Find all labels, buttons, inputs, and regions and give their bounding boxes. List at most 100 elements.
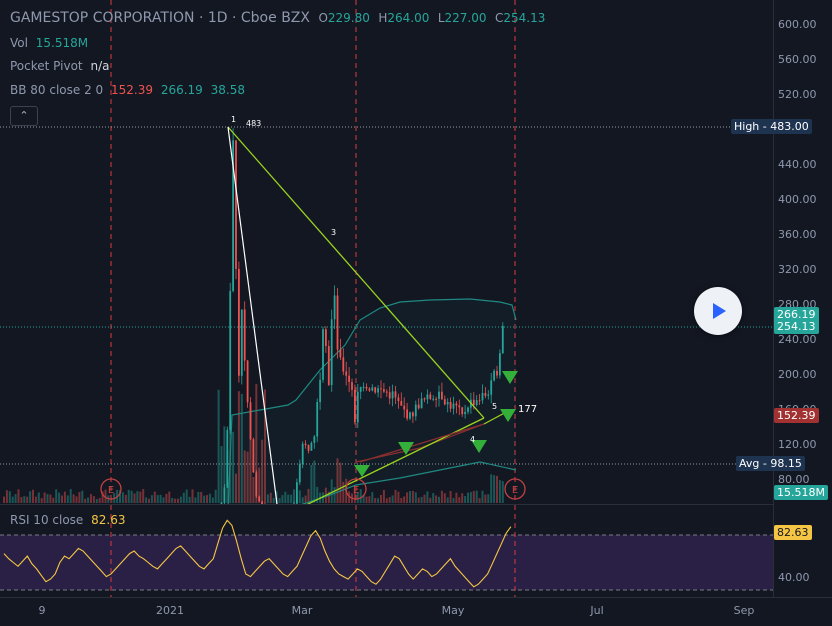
volume-bar xyxy=(5,490,8,503)
candle-body xyxy=(368,388,371,391)
volume-bar xyxy=(406,492,409,503)
candle-body xyxy=(240,309,243,376)
volume-bar xyxy=(14,494,17,503)
volume-bar xyxy=(339,462,342,503)
candle-body xyxy=(417,404,420,409)
volume-bar xyxy=(150,495,153,503)
ohlc-high-key: H xyxy=(378,11,388,25)
volume-bar xyxy=(165,493,168,503)
volume-bar xyxy=(455,492,458,503)
volume-bar xyxy=(490,474,493,503)
ohlc-low: L227.00 xyxy=(438,10,487,26)
collapse-legend-button[interactable]: ⌃ xyxy=(10,106,38,126)
avg-tag: Avg - 98.15 xyxy=(736,456,805,471)
volume-bar xyxy=(443,493,446,503)
candle-body xyxy=(490,380,493,395)
volume-bar xyxy=(417,497,420,503)
price-tick: 200.00 xyxy=(778,368,817,381)
volume-bar xyxy=(330,479,333,503)
volume-bar xyxy=(432,493,435,503)
candle-body xyxy=(327,346,330,386)
earnings-icon[interactable]: E xyxy=(504,478,526,500)
volume-bar xyxy=(269,492,272,503)
volume-bar xyxy=(452,498,455,503)
symbol-legend[interactable]: GAMESTOP CORPORATION · 1D · Cboe BZX O22… xyxy=(10,10,549,26)
volume-bar xyxy=(188,496,191,503)
candle-body xyxy=(374,387,377,393)
volume-bar xyxy=(281,495,284,503)
point-1-label: 1 xyxy=(231,115,236,124)
spike-drop-line[interactable] xyxy=(227,126,278,504)
time-axis[interactable] xyxy=(0,597,832,622)
candle-body xyxy=(313,436,316,443)
volume-bar xyxy=(55,489,58,503)
candle-body xyxy=(458,405,461,408)
volume-bar xyxy=(316,486,319,503)
volume-bar xyxy=(171,497,174,503)
volume-legend[interactable]: Vol 15.518M xyxy=(10,36,92,50)
candle-body xyxy=(487,394,490,396)
volume-bar xyxy=(377,498,380,503)
volume-bar xyxy=(232,431,235,503)
price-tick: 440.00 xyxy=(778,158,817,171)
rsi-legend[interactable]: RSI 10 close 82.63 xyxy=(10,513,130,527)
price-tick: 560.00 xyxy=(778,53,817,66)
candle-body xyxy=(226,429,229,488)
play-icon xyxy=(713,303,726,319)
ohlc-close-key: C xyxy=(494,11,504,25)
volume-bar xyxy=(119,490,121,503)
candle-body xyxy=(345,371,348,376)
price-tick: 80.00 xyxy=(778,473,810,486)
volume-bar xyxy=(484,494,487,503)
main-pane[interactable] xyxy=(0,0,773,504)
avg-tag-value: 98.15 xyxy=(770,457,802,470)
candle-body xyxy=(246,360,249,403)
volume-bar xyxy=(220,446,223,503)
point-4-label: 4 xyxy=(470,435,475,444)
volume-bar xyxy=(249,408,252,503)
volume-bar xyxy=(258,467,261,503)
volume-bar xyxy=(368,496,371,503)
base-support-line[interactable] xyxy=(359,423,485,463)
candle-body xyxy=(481,392,484,401)
candle-body xyxy=(365,386,368,389)
candle-body xyxy=(455,403,458,406)
volume-bar xyxy=(420,496,423,503)
candle-body xyxy=(501,325,504,354)
volume-bar xyxy=(478,498,481,503)
upper-band-tag: 266.19 xyxy=(774,307,819,322)
candle-body xyxy=(249,402,252,440)
volume-bar xyxy=(414,492,417,503)
volume-bar xyxy=(75,496,78,503)
volume-bar xyxy=(353,490,356,503)
volume-bar xyxy=(400,498,403,503)
ohlc-open-key: O xyxy=(318,11,328,25)
triangle-upper-line[interactable] xyxy=(227,126,485,419)
volume-bar xyxy=(394,489,397,503)
bb-basis-tag: 152.39 xyxy=(774,408,819,423)
volume-bar xyxy=(133,493,136,503)
replay-play-button[interactable] xyxy=(694,287,742,335)
candle-body xyxy=(420,398,423,409)
bollinger-bands xyxy=(227,298,517,504)
bb-legend[interactable]: BB 80 close 2 0 152.39 266.19 38.58 xyxy=(10,83,249,97)
volume-bar xyxy=(411,490,414,503)
earnings-icon[interactable]: E xyxy=(345,478,367,500)
point-3-label: 3 xyxy=(331,228,336,237)
candle-body xyxy=(484,392,487,396)
earnings-icon[interactable]: E xyxy=(100,478,122,500)
candle-body xyxy=(261,501,263,504)
pocket-pivot-legend[interactable]: Pocket Pivot n/a xyxy=(10,59,113,73)
volume-bar xyxy=(90,494,92,503)
time-tick: May xyxy=(442,604,465,617)
rsi-line xyxy=(3,519,512,588)
symbol-title[interactable]: GAMESTOP CORPORATION · 1D · Cboe BZX xyxy=(10,10,310,26)
candle-body xyxy=(293,503,295,504)
volume-bar xyxy=(148,498,150,503)
volume-bar xyxy=(34,496,37,503)
trendlines[interactable] xyxy=(227,126,511,508)
volume-bar xyxy=(136,491,139,503)
candle-body xyxy=(414,404,417,417)
volume-bar xyxy=(496,475,498,503)
